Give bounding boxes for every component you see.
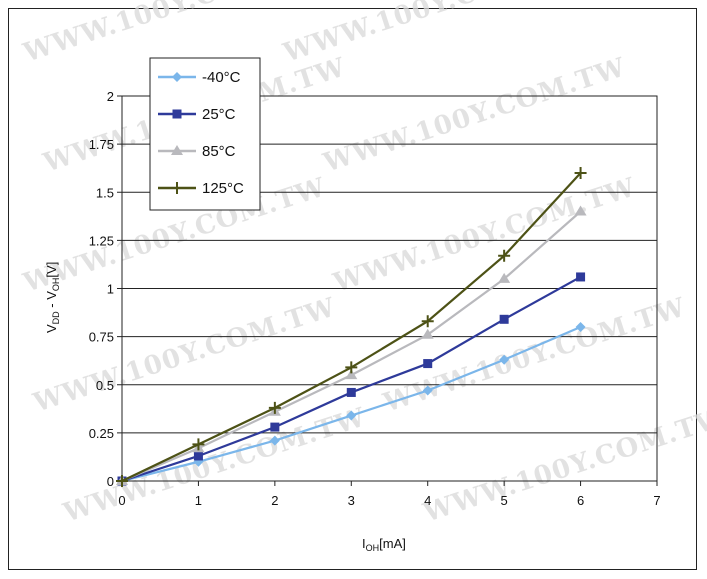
- legend-box: [149, 57, 261, 211]
- y-axis-ticks: 0 0.25 0.5 0.75 1 1.25 1.5 1.75 2: [89, 89, 122, 489]
- data-point: [346, 410, 357, 421]
- legend-item: 25°C: [158, 106, 236, 123]
- data-point: [423, 359, 433, 369]
- legend-item: 85°C: [158, 143, 236, 160]
- y-tick-label: 1.25: [89, 233, 114, 248]
- y-tick-label: 1.5: [96, 185, 114, 200]
- data-point: [498, 249, 511, 262]
- data-point: [193, 451, 203, 461]
- y-tick-label: 1: [107, 282, 114, 297]
- data-point: [499, 314, 509, 324]
- legend-label: 85°C: [202, 143, 236, 160]
- x-tick-label: 3: [348, 493, 355, 508]
- x-tick-label: 5: [501, 493, 508, 508]
- x-tick-label: 4: [424, 493, 431, 508]
- data-point: [346, 387, 356, 397]
- data-point: [171, 182, 183, 194]
- data-point: [574, 205, 587, 216]
- y-tick-label: 2: [107, 89, 114, 104]
- data-point: [576, 272, 586, 282]
- x-tick-label: 0: [118, 493, 125, 508]
- x-axis-label: IOH[mA]: [362, 536, 406, 553]
- data-point: [574, 167, 587, 179]
- data-point: [269, 435, 280, 446]
- data-point: [268, 401, 281, 414]
- data-point: [345, 361, 358, 374]
- y-tick-label: 0.75: [89, 330, 114, 345]
- series-plus: [116, 167, 587, 487]
- data-point: [172, 72, 182, 82]
- legend: -40°C 25°C 85°C 125°C: [149, 57, 261, 211]
- data-point: [172, 109, 182, 119]
- series-square: [117, 272, 586, 486]
- data-point: [192, 438, 205, 451]
- y-tick-label: 0: [107, 474, 114, 489]
- x-tick-label: 2: [271, 493, 278, 508]
- series-triangle: [116, 205, 587, 485]
- data-point: [421, 315, 434, 328]
- legend-label: 25°C: [202, 106, 236, 123]
- x-axis-ticks: 0 1 2 3 4 5 6 7: [118, 481, 661, 508]
- y-tick-label: 0.25: [89, 426, 114, 441]
- legend-item: 125°C: [158, 180, 244, 197]
- data-point: [345, 369, 358, 380]
- x-tick-label: 1: [195, 493, 202, 508]
- y-tick-label: 0.5: [96, 378, 114, 393]
- legend-label: 125°C: [202, 180, 244, 197]
- data-point: [270, 422, 280, 432]
- data-point: [422, 385, 433, 396]
- legend-item: -40°C: [158, 69, 241, 86]
- data-point: [421, 328, 434, 339]
- data-point: [171, 145, 183, 155]
- legend-label: -40°C: [202, 69, 241, 86]
- series-line: [121, 210, 582, 483]
- y-axis-label: VDD - VOH[V]: [44, 262, 61, 333]
- data-point: [575, 322, 586, 332]
- data-point: [499, 354, 510, 365]
- series-group: [116, 167, 587, 487]
- data-point: [498, 272, 511, 283]
- series-diamond: [117, 322, 586, 486]
- x-tick-label: 6: [577, 493, 584, 508]
- data-point: [116, 475, 128, 487]
- y-tick-label: 1.75: [89, 137, 114, 152]
- x-tick-label: 7: [653, 493, 660, 508]
- series-line: [121, 172, 582, 482]
